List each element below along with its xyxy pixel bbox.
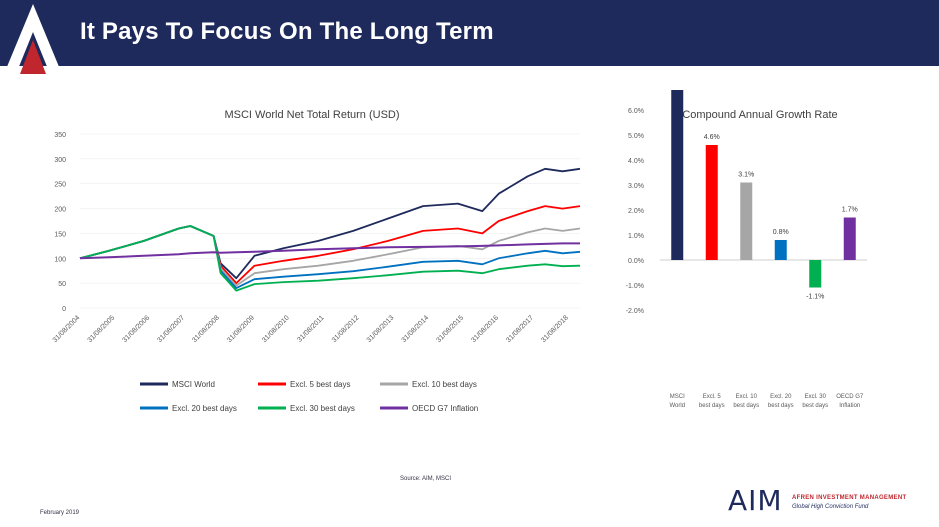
- bar-category-label: World: [669, 403, 685, 409]
- line-chart-x-tick: 31/08/2018: [540, 314, 570, 344]
- line-chart-y-tick: 150: [54, 231, 66, 238]
- line-chart-x-tick: 31/08/2006: [121, 314, 151, 344]
- line-series-5: [79, 225, 581, 292]
- bar-category-label: Excl. 20: [770, 394, 792, 400]
- bar-1: [671, 90, 684, 260]
- line-chart-x-tick: 31/08/2013: [366, 314, 396, 344]
- line-chart-y-tick: 200: [54, 207, 66, 214]
- legend-label: OECD G7 Inflation: [412, 404, 478, 413]
- legend-label: Excl. 30 best days: [290, 404, 355, 413]
- line-chart-title: MSCI World Net Total Return (USD): [224, 109, 399, 121]
- line-chart-x-tick: 31/08/2011: [296, 314, 325, 343]
- bar-chart-y-tick: 6.0%: [628, 108, 644, 115]
- brand-wordmark: AIM: [728, 484, 783, 517]
- bar-category-label: best days: [768, 403, 794, 409]
- line-series-4: [79, 225, 581, 290]
- bar-chart-y-tick: 0.0%: [628, 258, 644, 265]
- line-series-1: [79, 167, 581, 280]
- bar-5: [809, 260, 822, 288]
- line-chart-y-tick: 300: [54, 157, 66, 164]
- line-chart-y-tick: 50: [58, 281, 66, 288]
- line-chart-x-tick: 31/08/2016: [470, 314, 500, 344]
- bar-category-label: OECD G7: [836, 394, 864, 400]
- bar-category-label: Excl. 10: [736, 394, 758, 400]
- date-label: February 2019: [40, 510, 80, 516]
- line-chart-x-tick: 31/08/2009: [226, 314, 256, 344]
- line-chart-x-tick: 31/08/2005: [87, 314, 117, 344]
- bar-category-label: Excl. 30: [805, 394, 827, 400]
- line-chart-x-tick: 31/08/2010: [261, 314, 291, 344]
- slide-title: It Pays To Focus On The Long Term: [80, 18, 494, 45]
- bar-category-label: MSCI: [670, 394, 685, 400]
- legend-label: Excl. 20 best days: [172, 404, 237, 413]
- brand-name: AFREN INVESTMENT MANAGEMENT: [792, 495, 907, 501]
- line-chart-x-tick: 31/08/2012: [331, 314, 361, 344]
- bar-chart-y-tick: 5.0%: [628, 133, 644, 140]
- line-chart-x-tick: 31/08/2007: [156, 314, 186, 344]
- line-chart-x-tick: 31/08/2017: [505, 314, 535, 344]
- line-series-6: [79, 242, 580, 260]
- bar-chart-y-tick: -1.0%: [626, 283, 644, 290]
- brand-fund: Global High Conviction Fund: [792, 504, 869, 510]
- charts-area: MSCI World Net Total Return (USD) 0 50 100 1…: [52, 90, 867, 413]
- line-chart-y-tick: 0: [62, 306, 66, 313]
- bar-chart-y-tick: 1.0%: [628, 233, 644, 240]
- bar-chart-y-tick: -2.0%: [626, 308, 644, 315]
- line-chart-y-tick: 100: [54, 256, 66, 263]
- legend-label: Excl. 5 best days: [290, 380, 350, 389]
- bar-chart-title: Compound Annual Growth Rate: [682, 109, 837, 121]
- line-chart-y-tick: 250: [54, 182, 66, 189]
- logo-icon: [4, 4, 62, 74]
- bar-chart-y-tick: 3.0%: [628, 183, 644, 190]
- legend-label: Excl. 10 best days: [412, 380, 477, 389]
- bar-value-label: -1.1%: [806, 294, 824, 301]
- bar-chart-y-tick: 4.0%: [628, 158, 644, 165]
- bar-value-label: 4.6%: [704, 134, 720, 141]
- line-chart-x-tick: 31/08/2014: [401, 314, 431, 344]
- bar-category-label: Inflation: [839, 403, 860, 409]
- bar-4: [774, 240, 787, 260]
- bar-2: [705, 145, 718, 260]
- bar-category-label: best days: [733, 403, 759, 409]
- bar-value-label: 0.8%: [773, 229, 789, 236]
- line-chart-x-tick: 31/08/2015: [435, 314, 465, 344]
- bar-category-label: Excl. 5: [703, 394, 722, 400]
- bar-value-label: 1.7%: [842, 207, 858, 214]
- line-chart-y-tick: 350: [54, 132, 66, 139]
- bar-category-label: best days: [699, 403, 725, 409]
- legend-label: MSCI World: [172, 380, 215, 389]
- line-chart-x-tick: 31/08/2004: [52, 314, 82, 344]
- bar-category-label: best days: [802, 403, 828, 409]
- bar-3: [740, 182, 753, 260]
- title-bar: It Pays To Focus On The Long Term: [0, 0, 939, 74]
- bar-value-label: 3.1%: [738, 172, 754, 179]
- bar-chart-y-tick: 2.0%: [628, 208, 644, 215]
- source-note: Source: AIM, MSCI: [400, 476, 452, 482]
- line-chart-x-tick: 31/08/2008: [191, 314, 221, 344]
- bar-6: [843, 217, 856, 260]
